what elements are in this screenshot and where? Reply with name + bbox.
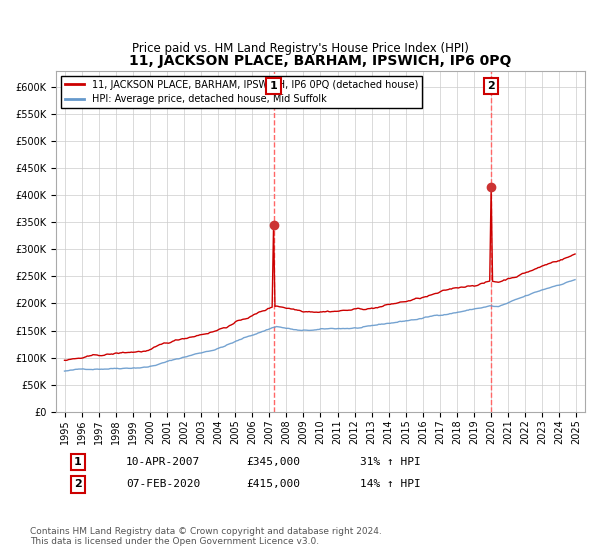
Text: £415,000: £415,000 (246, 479, 300, 489)
Text: 07-FEB-2020: 07-FEB-2020 (126, 479, 200, 489)
Text: 2: 2 (487, 81, 495, 91)
Text: 14% ↑ HPI: 14% ↑ HPI (360, 479, 421, 489)
Text: 1: 1 (74, 457, 82, 467)
Text: 2: 2 (74, 479, 82, 489)
Text: 31% ↑ HPI: 31% ↑ HPI (360, 457, 421, 467)
Title: 11, JACKSON PLACE, BARHAM, IPSWICH, IP6 0PQ: 11, JACKSON PLACE, BARHAM, IPSWICH, IP6 … (129, 54, 512, 68)
Text: 10-APR-2007: 10-APR-2007 (126, 457, 200, 467)
Text: Price paid vs. HM Land Registry's House Price Index (HPI): Price paid vs. HM Land Registry's House … (131, 42, 469, 55)
Text: Contains HM Land Registry data © Crown copyright and database right 2024.
This d: Contains HM Land Registry data © Crown c… (30, 526, 382, 546)
Text: 1: 1 (269, 81, 277, 91)
Text: £345,000: £345,000 (246, 457, 300, 467)
Legend: 11, JACKSON PLACE, BARHAM, IPSWICH, IP6 0PQ (detached house), HPI: Average price: 11, JACKSON PLACE, BARHAM, IPSWICH, IP6 … (61, 76, 422, 108)
